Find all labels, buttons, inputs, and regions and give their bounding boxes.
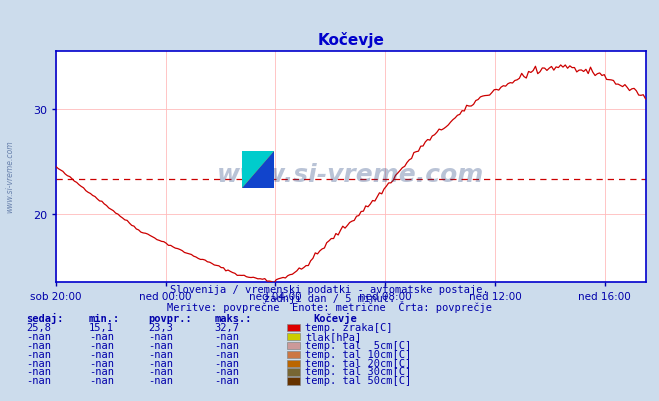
- Text: tlak[hPa]: tlak[hPa]: [305, 331, 361, 341]
- Text: 32,7: 32,7: [214, 322, 239, 332]
- Text: 23,3: 23,3: [148, 322, 173, 332]
- Text: -nan: -nan: [214, 358, 239, 368]
- Text: -nan: -nan: [89, 331, 114, 341]
- Text: 15,1: 15,1: [89, 322, 114, 332]
- Text: -nan: -nan: [89, 340, 114, 350]
- Text: -nan: -nan: [214, 367, 239, 377]
- Text: -nan: -nan: [214, 340, 239, 350]
- Text: www.si-vreme.com: www.si-vreme.com: [217, 162, 484, 186]
- Text: -nan: -nan: [26, 358, 51, 368]
- Text: temp. zraka[C]: temp. zraka[C]: [305, 322, 393, 332]
- Text: povpr.:: povpr.:: [148, 314, 192, 324]
- Text: -nan: -nan: [214, 331, 239, 341]
- Text: -nan: -nan: [26, 367, 51, 377]
- Text: min.:: min.:: [89, 314, 120, 324]
- Text: -nan: -nan: [26, 331, 51, 341]
- Text: Slovenija / vremenski podatki - avtomatske postaje.: Slovenija / vremenski podatki - avtomats…: [170, 285, 489, 295]
- Text: -nan: -nan: [148, 349, 173, 359]
- Text: -nan: -nan: [26, 340, 51, 350]
- Text: temp. tal  5cm[C]: temp. tal 5cm[C]: [305, 340, 411, 350]
- Text: Meritve: povprečne  Enote: metrične  Črta: povprečje: Meritve: povprečne Enote: metrične Črta:…: [167, 300, 492, 312]
- Text: 25,8: 25,8: [26, 322, 51, 332]
- Text: -nan: -nan: [214, 375, 239, 385]
- Text: -nan: -nan: [26, 349, 51, 359]
- Text: temp. tal 20cm[C]: temp. tal 20cm[C]: [305, 358, 411, 368]
- Text: -nan: -nan: [148, 367, 173, 377]
- Text: -nan: -nan: [148, 358, 173, 368]
- Text: temp. tal 10cm[C]: temp. tal 10cm[C]: [305, 349, 411, 359]
- Text: -nan: -nan: [89, 358, 114, 368]
- Text: -nan: -nan: [214, 349, 239, 359]
- Text: maks.:: maks.:: [214, 314, 252, 324]
- Text: -nan: -nan: [89, 367, 114, 377]
- Text: -nan: -nan: [148, 331, 173, 341]
- Text: temp. tal 30cm[C]: temp. tal 30cm[C]: [305, 367, 411, 377]
- Text: www.si-vreme.com: www.si-vreme.com: [5, 140, 14, 213]
- Text: -nan: -nan: [89, 375, 114, 385]
- Text: -nan: -nan: [148, 375, 173, 385]
- Polygon shape: [242, 151, 274, 188]
- Text: -nan: -nan: [26, 375, 51, 385]
- Text: -nan: -nan: [89, 349, 114, 359]
- Title: Kočevje: Kočevje: [318, 32, 384, 48]
- Text: -nan: -nan: [148, 340, 173, 350]
- Text: Kočevje: Kočevje: [313, 313, 357, 324]
- Text: sedaj:: sedaj:: [26, 313, 64, 324]
- Text: temp. tal 50cm[C]: temp. tal 50cm[C]: [305, 375, 411, 385]
- Polygon shape: [242, 151, 274, 188]
- Text: zadnji dan / 5 minut.: zadnji dan / 5 minut.: [264, 294, 395, 304]
